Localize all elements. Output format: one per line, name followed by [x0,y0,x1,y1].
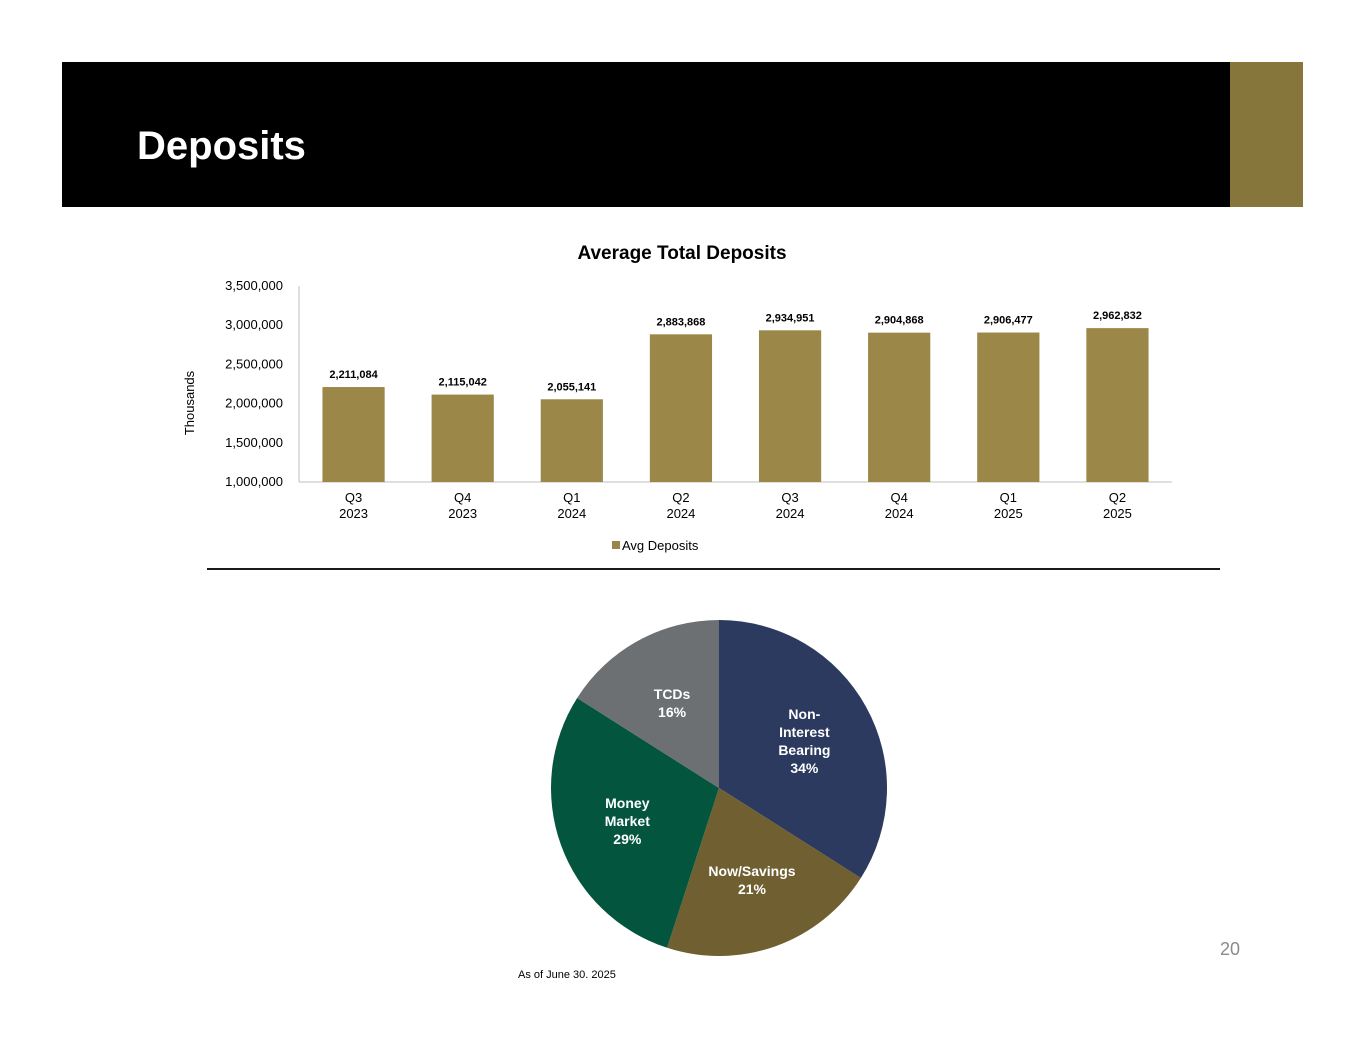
header-accent-block [1230,62,1303,207]
legend-swatch [612,541,620,549]
bar-data-label: 2,055,141 [547,381,596,393]
pie-slice-label-line: Money [605,795,650,811]
pie-slice-label-line: Non- [788,706,821,723]
y-tick-label: 1,000,000 [225,474,283,489]
x-tick-label: 2024 [885,506,914,521]
bar-data-label: 2,962,832 [1093,310,1142,322]
pie-slice-label-line: 34% [790,760,819,777]
x-tick-label: Q1 [1000,490,1017,505]
x-tick-label: Q4 [454,490,471,505]
y-tick-label: 3,000,000 [225,317,283,332]
bar [431,394,494,482]
bar-data-label: 2,115,042 [439,377,487,389]
page-title: Deposits [137,124,306,168]
page-number: 20 [1219,939,1241,959]
pie-slice-label-line: 16% [658,703,687,720]
header-bar [62,62,1230,207]
bar [758,330,822,482]
pie-slices [551,620,888,956]
pie-slice-label-line: TCDs [653,685,691,702]
bar-data-label: 2,906,477 [984,315,1033,327]
x-tick-label: 2024 [557,506,586,521]
x-tick-label: Q3 [781,490,798,505]
x-tick-label: Q1 [563,490,580,505]
pie-slice-label-line: Now/Savings [708,862,796,879]
bar [322,387,385,482]
y-tick-label: 3,500,000 [225,278,283,293]
legend: Avg Deposits [612,538,699,553]
y-axis-ticks: 1,000,000 1,500,000 2,000,000 2,500,000 3,00… [225,278,283,489]
section-divider [207,568,1220,570]
x-tick-label: 2023 [448,506,477,521]
bar [649,334,713,482]
x-tick-label: 2023 [339,506,368,521]
x-tick-label: 2024 [666,506,695,521]
pie-slice-label: TCDs 16% [612,685,732,721]
bar [540,399,603,482]
pie-slice-label-line: 29% [613,831,642,847]
pie-slice-label-line: 21% [737,880,767,897]
bar-chart: Average Total Deposits Thousands 1,000,0… [182,243,1172,553]
x-tick-label: 2025 [994,506,1023,521]
bar-data-label: 2,883,868 [656,316,705,328]
bar-data-label: 2,934,951 [766,312,815,324]
bar-data-label: 2,211,084 [329,369,378,381]
pie-slice-label-line: Market [604,813,650,829]
x-tick-label: Q2 [1109,490,1126,505]
pie-slice-label: Now/Savings 21% [692,862,812,898]
x-tick-label: 2024 [776,506,805,521]
x-tick-label: Q3 [345,490,362,505]
y-tick-label: 1,500,000 [225,435,283,450]
y-axis-label: Thousands [182,370,197,435]
bars: 2,211,084Q320232,115,042Q420232,055,141Q… [322,310,1149,521]
pie-slice-label: Money Market 29% [567,794,687,848]
x-tick-label: 2025 [1103,506,1132,521]
legend-label: Avg Deposits [622,538,699,553]
bar [1086,328,1149,482]
bar [977,332,1040,482]
bar-data-label: 2,904,868 [875,315,924,327]
footnote: As of June 30. 2025 [518,969,616,981]
y-tick-label: 2,500,000 [225,356,283,371]
pie-slice-label-line: Bearing [778,742,831,759]
y-tick-label: 2,000,000 [225,396,283,411]
x-tick-label: Q2 [672,490,689,505]
x-tick-label: Q4 [891,490,908,505]
bar [868,332,931,482]
pie-slice-label-line: Interest [779,724,830,741]
pie-slice-label: Non- Interest Bearing 34% [744,705,864,777]
chart-title: Average Total Deposits [577,243,786,264]
